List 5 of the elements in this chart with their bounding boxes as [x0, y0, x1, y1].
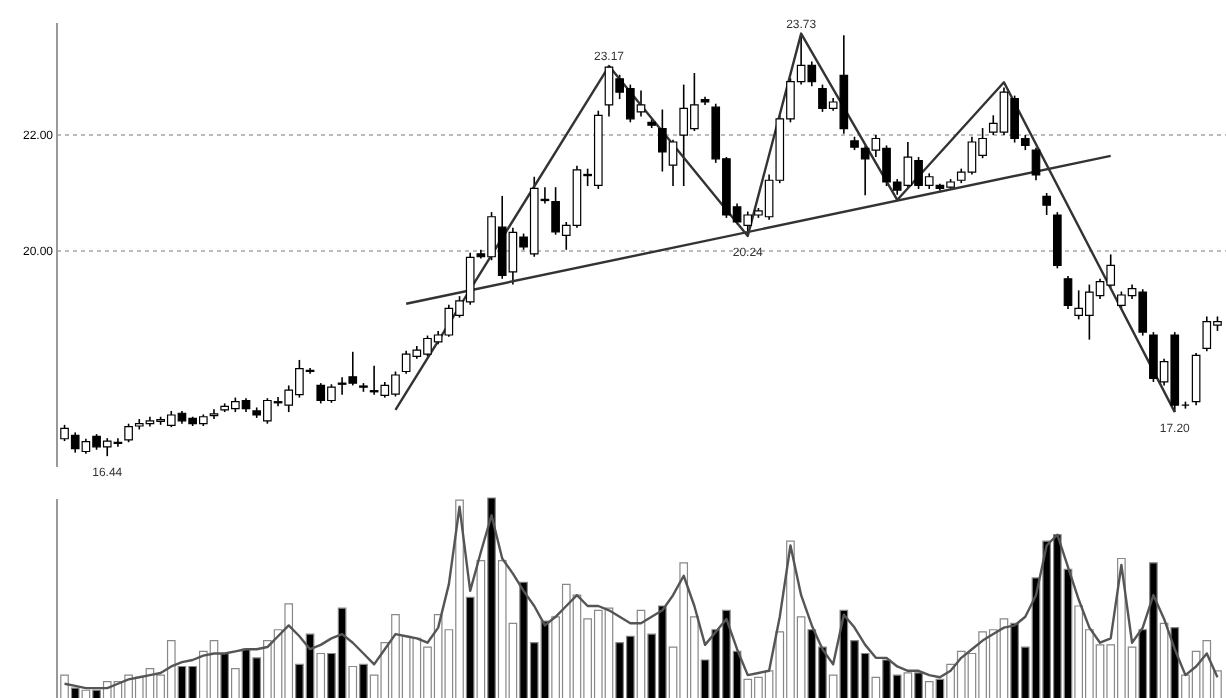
candlestick	[1191, 352, 1201, 406]
line-series	[394, 32, 1176, 414]
candlestick	[1031, 146, 1041, 182]
candlestick	[1063, 275, 1073, 310]
candlestick	[1042, 192, 1051, 216]
